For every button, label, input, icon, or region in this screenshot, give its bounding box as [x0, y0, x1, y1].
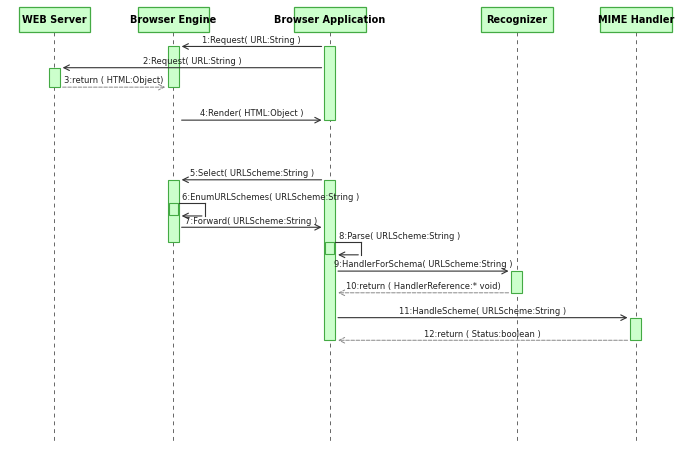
Bar — [168, 47, 179, 88]
Text: 3:return ( HTML:Object): 3:return ( HTML:Object) — [64, 76, 164, 85]
Text: 11:HandleScheme( URLScheme:String ): 11:HandleScheme( URLScheme:String ) — [399, 306, 566, 315]
Bar — [600, 8, 671, 32]
Text: 9:HandlerForSchema( URLScheme:String ): 9:HandlerForSchema( URLScheme:String ) — [334, 260, 513, 269]
Bar — [49, 69, 60, 88]
Text: Browser Engine: Browser Engine — [131, 15, 216, 25]
Bar — [19, 8, 90, 32]
Text: WEB Server: WEB Server — [22, 15, 87, 25]
Text: 2:Request( URL:String ): 2:Request( URL:String ) — [143, 57, 241, 66]
Bar — [294, 8, 366, 32]
Bar — [324, 180, 335, 341]
Text: 5:Select( URLScheme:String ): 5:Select( URLScheme:String ) — [190, 169, 313, 178]
Text: 4:Render( HTML:Object ): 4:Render( HTML:Object ) — [200, 109, 303, 118]
Bar — [481, 8, 552, 32]
Text: 6:EnumURLSchemes( URLScheme:String ): 6:EnumURLSchemes( URLScheme:String ) — [182, 193, 360, 202]
Bar — [324, 47, 335, 121]
Text: 8:Parse( URLScheme:String ): 8:Parse( URLScheme:String ) — [339, 232, 460, 241]
Bar — [325, 243, 335, 255]
Bar — [169, 204, 178, 216]
Bar — [168, 180, 179, 243]
Text: Browser Application: Browser Application — [274, 15, 386, 25]
Text: 10:return ( HandlerReference:* void): 10:return ( HandlerReference:* void) — [346, 281, 500, 290]
Text: 1:Request( URL:String ): 1:Request( URL:String ) — [202, 36, 301, 45]
Text: 7:Forward( URLScheme:String ): 7:Forward( URLScheme:String ) — [186, 216, 318, 225]
Text: Recognizer: Recognizer — [486, 15, 547, 25]
Bar — [137, 8, 209, 32]
Bar — [511, 272, 522, 293]
Text: 12:return ( Status:boolean ): 12:return ( Status:boolean ) — [424, 329, 541, 338]
Text: MIME Handler: MIME Handler — [598, 15, 674, 25]
Bar — [630, 318, 641, 341]
